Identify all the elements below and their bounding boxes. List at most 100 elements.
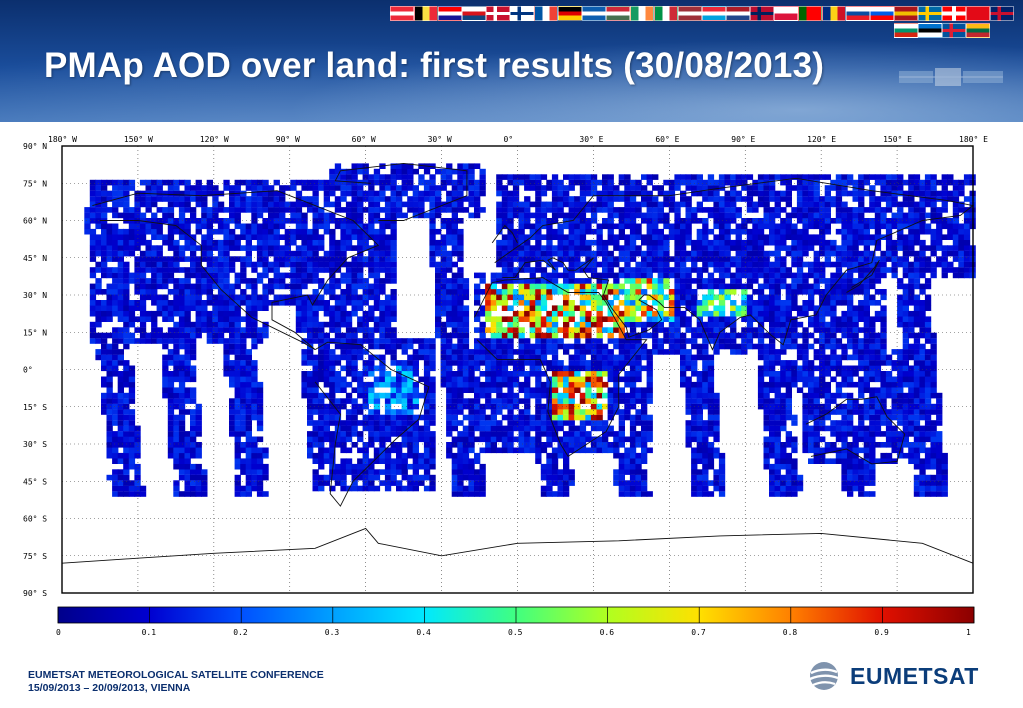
aod-pixel <box>112 420 119 426</box>
aod-pixel <box>312 316 319 322</box>
aod-pixel <box>874 414 882 421</box>
aod-pixel <box>429 414 436 421</box>
aod-pixel <box>830 343 837 350</box>
aod-pixel <box>757 239 765 246</box>
aod-pixel <box>808 414 815 421</box>
aod-pixel <box>646 272 653 279</box>
aod-pixel <box>345 338 353 344</box>
aod-pixel <box>318 436 325 443</box>
aod-pixel <box>880 442 887 448</box>
aod-pixel <box>451 310 458 317</box>
aod-pixel <box>334 420 342 426</box>
aod-pixel <box>646 283 653 290</box>
aod-pixel <box>607 272 614 279</box>
aod-pixel <box>145 283 152 290</box>
aod-pixel <box>713 305 720 311</box>
aod-pixel <box>847 234 854 240</box>
aod-pixel <box>195 321 202 328</box>
aod-pixel <box>869 250 876 257</box>
aod-pixel <box>613 403 620 410</box>
aod-pixel <box>874 289 882 295</box>
aod-pixel <box>908 332 915 339</box>
aod-pixel <box>362 332 369 339</box>
aod-pixel <box>95 245 102 251</box>
aod-pixel <box>746 283 754 290</box>
aod-pixel <box>507 250 514 257</box>
aod-pixel <box>763 463 770 470</box>
aod-pixel <box>574 305 581 311</box>
aod-pixel <box>557 392 564 399</box>
aod-pixel <box>908 420 915 426</box>
aod-pixel <box>958 250 965 257</box>
aod-pixel <box>668 289 676 295</box>
aod-pixel <box>362 392 369 399</box>
aod-pixel <box>613 392 620 399</box>
aod-pixel <box>190 436 197 443</box>
aod-pixel <box>563 447 570 454</box>
aod-pixel <box>579 409 587 415</box>
aod-pixel <box>752 289 759 295</box>
aod-pixel <box>730 239 737 246</box>
aod-pixel <box>134 485 141 492</box>
aod-pixel <box>507 234 514 240</box>
aod-pixel <box>685 354 692 361</box>
aod-pixel <box>819 343 826 350</box>
aod-pixel <box>924 474 932 481</box>
aod-pixel <box>368 228 375 235</box>
aod-pixel <box>357 228 364 235</box>
aod-pixel <box>362 425 369 432</box>
aod-pixel <box>223 289 230 295</box>
aod-pixel <box>379 332 386 339</box>
aod-pixel <box>290 300 297 306</box>
aod-pixel <box>602 300 609 306</box>
aod-pixel <box>284 245 291 251</box>
aod-pixel <box>780 491 787 497</box>
aod-pixel <box>190 452 197 459</box>
aod-pixel <box>930 371 937 377</box>
aod-pixel <box>223 365 230 372</box>
aod-pixel <box>808 234 815 240</box>
aod-pixel <box>869 491 876 497</box>
aod-pixel <box>301 360 308 366</box>
aod-pixel <box>785 485 792 492</box>
aod-pixel <box>401 431 408 437</box>
aod-pixel <box>540 272 548 279</box>
aod-pixel <box>830 294 837 301</box>
aod-pixel <box>713 474 720 481</box>
aod-pixel <box>312 228 319 235</box>
aod-pixel <box>512 365 520 372</box>
aod-pixel <box>217 245 225 251</box>
aod-pixel <box>128 310 136 317</box>
aod-pixel <box>869 365 876 372</box>
aod-pixel <box>384 381 392 388</box>
aod-pixel <box>685 425 692 432</box>
aod-pixel <box>396 343 403 350</box>
aod-pixel <box>869 316 876 322</box>
aod-pixel <box>563 452 570 459</box>
aod-pixel <box>958 272 965 279</box>
aod-pixel <box>89 300 97 306</box>
aod-pixel <box>641 327 648 333</box>
aod-pixel <box>334 294 342 301</box>
aod-pixel <box>590 371 598 377</box>
aod-pixel <box>301 392 308 399</box>
aod-pixel <box>240 458 247 464</box>
aod-pixel <box>106 256 113 262</box>
aod-pixel <box>240 491 247 497</box>
aod-pixel <box>635 300 642 306</box>
aod-pixel <box>178 469 186 475</box>
aod-pixel <box>451 392 458 399</box>
aod-pixel <box>262 300 269 306</box>
aod-pixel <box>201 256 208 262</box>
aod-pixel <box>440 239 447 246</box>
aod-pixel <box>763 316 770 322</box>
aod-pixel <box>423 414 431 421</box>
aod-pixel <box>869 425 876 432</box>
aod-pixel <box>718 250 726 257</box>
aod-pixel <box>919 256 926 262</box>
aod-pixel <box>212 228 219 235</box>
aod-pixel <box>702 365 709 372</box>
aod-pixel <box>295 300 303 306</box>
aod-pixel <box>468 463 475 470</box>
aod-pixel <box>123 338 130 344</box>
